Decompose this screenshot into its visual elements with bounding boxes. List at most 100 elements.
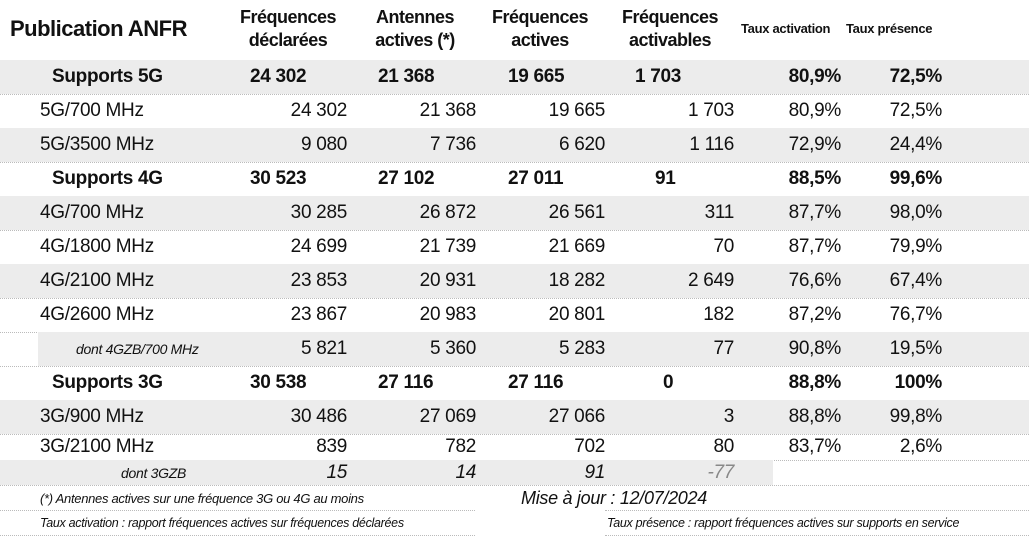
cell-value: 88,5% (788, 168, 842, 189)
cell-value: 839 (316, 436, 347, 457)
cell-value: 27 069 (419, 406, 477, 427)
table-row: 3G/2100 MHz 839 782 702 80 83,7% 2,6% (0, 434, 1029, 461)
row-label: 3G/2100 MHz (40, 436, 154, 457)
cell-value: 24 302 (250, 66, 307, 87)
cell-value: 30 523 (250, 168, 307, 189)
cell-value: 5 283 (558, 338, 605, 359)
cell-value: 24 699 (290, 236, 348, 257)
table-row: 4G/2600 MHz 23 867 20 983 20 801 182 87,2% 76,… (0, 298, 1029, 333)
row-background (0, 264, 1029, 298)
row-background (0, 196, 1029, 230)
divider (0, 510, 475, 511)
divider (605, 535, 1029, 536)
cell-value: 21 368 (419, 100, 477, 121)
footnote: (*) Antennes actives sur une fréquence 3… (40, 491, 364, 506)
cell-value: 98,0% (889, 202, 943, 223)
col-header-line: Antennes (375, 7, 455, 27)
activation-definition: Taux activation : rapport fréquences act… (40, 516, 404, 530)
cell-value: 72,9% (788, 134, 842, 155)
cell-value: 72,5% (889, 100, 943, 121)
col-header-line: Fréquences (491, 7, 589, 27)
table-row: 5G/700 MHz 24 302 21 368 19 665 1 703 80,9% 72… (0, 94, 1029, 129)
table-row: 3G/900 MHz 30 486 27 069 27 066 3 88,8% 99,8% (0, 400, 1029, 435)
cell-value: 21 669 (548, 236, 606, 257)
row-label: 5G/3500 MHz (40, 134, 154, 155)
row-background (38, 332, 1029, 366)
cell-value: 19 665 (508, 66, 565, 87)
cell-value: 7 736 (429, 134, 476, 155)
cell-value: 20 983 (419, 304, 477, 325)
col-header-taux-presence: Taux présence (846, 21, 933, 36)
table-row: 4G/700 MHz 30 285 26 872 26 561 311 87,7% 98,0… (0, 196, 1029, 231)
cell-value: 2,6% (899, 436, 942, 457)
cell-value: 182 (703, 304, 734, 325)
cell-value: 87,7% (788, 236, 842, 257)
cell-value: 1 703 (687, 100, 734, 121)
cell-value: 79,9% (889, 236, 943, 257)
cell-value: 90,8% (788, 338, 842, 359)
cell-value: 30 486 (290, 406, 348, 427)
cell-value: 91 (584, 461, 605, 483)
cell-value: 80,9% (788, 66, 842, 87)
cell-value: 15 (326, 461, 347, 483)
table-row: 4G/1800 MHz 24 699 21 739 21 669 70 87,7% 79,9… (0, 230, 1029, 265)
cell-value: 67,4% (889, 270, 943, 291)
cell-value: 20 801 (548, 304, 606, 325)
cell-value: 76,7% (889, 304, 943, 325)
cell-value: 88,8% (788, 406, 842, 427)
table-row: dont 3GZB 15 14 91 -77 (0, 460, 1029, 486)
cell-value: 77 (713, 338, 734, 359)
cell-value: 20 931 (419, 270, 477, 291)
row-background (0, 400, 1029, 434)
cell-value: 70 (713, 236, 734, 257)
cell-value: 1 116 (689, 134, 734, 155)
cell-value: 26 561 (548, 202, 606, 223)
divider (605, 510, 1029, 511)
cell-value: 27 116 (378, 372, 434, 393)
cell-value: 2 649 (687, 270, 734, 291)
cell-value: 72,5% (889, 66, 943, 87)
divider (0, 535, 475, 536)
col-header-line: actives (*) (375, 30, 455, 50)
cell-value: 5 360 (429, 338, 476, 359)
cell-value: 24,4% (889, 134, 943, 155)
cell-value: 99,6% (889, 168, 943, 189)
cell-value: 88,8% (788, 372, 842, 393)
presence-definition: Taux présence : rapport fréquences activ… (607, 516, 960, 530)
cell-value: 23 867 (290, 304, 348, 325)
row-label: Supports 4G (52, 168, 163, 189)
table-row: Supports 4G 30 523 27 102 27 011 91 88,5% 99,6… (0, 162, 1029, 197)
update-date: Mise à jour : 12/07/2024 (521, 488, 707, 508)
cell-value: 100% (894, 372, 943, 393)
cell-value: 83,7% (788, 436, 842, 457)
row-label: dont 4GZB/700 MHz (76, 341, 199, 357)
row-label: 4G/2100 MHz (40, 270, 154, 291)
cell-value: 27 102 (378, 168, 435, 189)
col-header-line: activables (628, 30, 712, 50)
cell-value: -77 (707, 461, 734, 483)
cell-value: 30 538 (250, 372, 307, 393)
table-row: 4G/2100 MHz 23 853 20 931 18 282 2 649 76,6% 6… (0, 264, 1029, 299)
row-label: 4G/2600 MHz (40, 304, 154, 325)
cell-value: 19 665 (548, 100, 606, 121)
row-background (0, 128, 1029, 162)
cell-value: 21 739 (419, 236, 477, 257)
cell-value: 5 821 (300, 338, 347, 359)
cell-value: 21 368 (378, 66, 435, 87)
table-title: Publication ANFR (10, 16, 187, 41)
cell-value: 311 (704, 202, 735, 223)
row-label: 4G/1800 MHz (40, 236, 154, 257)
cell-value: 1 703 (635, 66, 682, 87)
cell-value: 80,9% (788, 100, 842, 121)
row-label: Supports 5G (52, 66, 163, 87)
row-label: Supports 3G (52, 372, 163, 393)
col-header-activables: Fréquences activables (610, 6, 730, 52)
cell-value: 99,8% (889, 406, 943, 427)
cell-value: 19,5% (889, 338, 943, 359)
row-label: dont 3GZB (121, 464, 187, 481)
row-label: 5G/700 MHz (40, 100, 144, 121)
col-header-line: Fréquences (621, 7, 719, 27)
cell-value: 14 (455, 461, 476, 483)
col-header-actives: Fréquences actives (480, 6, 600, 52)
